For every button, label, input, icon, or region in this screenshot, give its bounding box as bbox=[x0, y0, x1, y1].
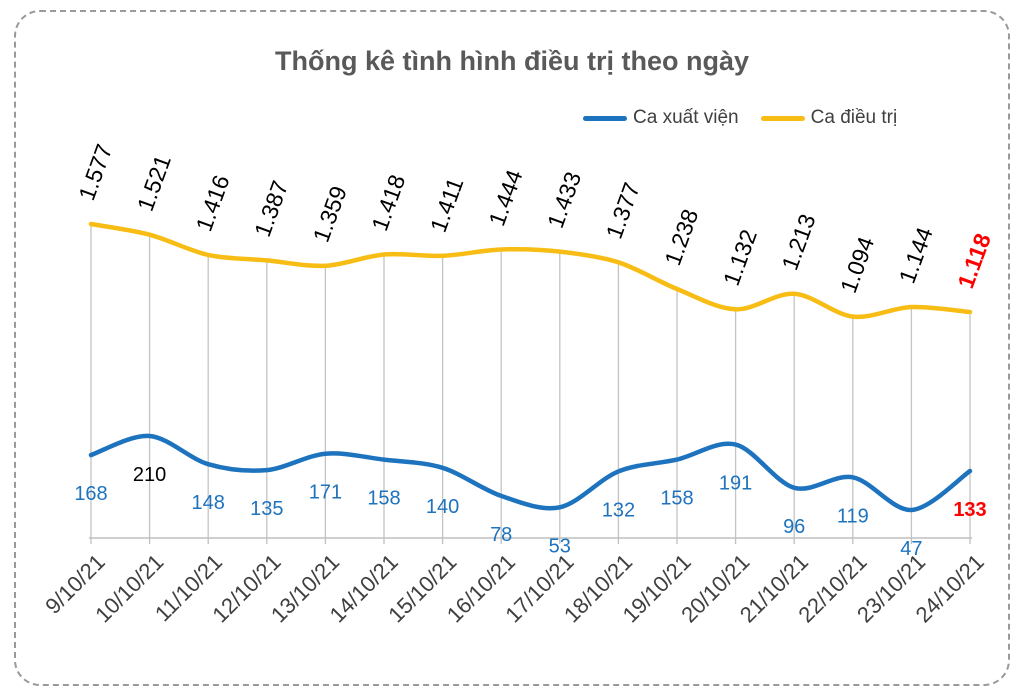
data-label-treatment: 1.387 bbox=[249, 177, 293, 240]
legend-item-treatment: Ca điều trị bbox=[760, 107, 898, 129]
data-label-discharged: 210 bbox=[133, 464, 166, 486]
data-label-discharged: 148 bbox=[192, 492, 225, 514]
legend-swatch-treatment bbox=[760, 115, 805, 121]
data-label-treatment: 1.118 bbox=[952, 230, 996, 292]
data-label-discharged: 135 bbox=[250, 498, 283, 520]
data-label-treatment: 1.433 bbox=[542, 168, 586, 231]
chart-frame bbox=[14, 10, 1010, 686]
legend-swatch-discharged bbox=[583, 115, 627, 121]
legend-item-discharged: Ca xuất viện bbox=[583, 107, 739, 129]
data-label-treatment: 1.577 bbox=[73, 141, 117, 204]
data-label-treatment: 1.144 bbox=[894, 224, 938, 287]
legend-label-treatment: Ca điều trị bbox=[810, 107, 898, 128]
data-label-discharged: 132 bbox=[602, 499, 635, 521]
data-label-discharged: 53 bbox=[549, 535, 571, 557]
data-label-discharged: 133 bbox=[953, 499, 986, 521]
data-label-treatment: 1.132 bbox=[718, 226, 762, 289]
legend-label-discharged: Ca xuất viện bbox=[633, 107, 739, 128]
data-label-treatment: 1.418 bbox=[366, 171, 410, 234]
legend: Ca xuất viện Ca điều trị bbox=[583, 104, 919, 132]
data-label-treatment: 1.377 bbox=[601, 179, 645, 242]
chart-title: Thống kê tình hình điều trị theo ngày bbox=[275, 46, 749, 76]
data-label-discharged: 191 bbox=[719, 473, 752, 495]
data-label-treatment: 1.213 bbox=[776, 211, 820, 274]
data-label-treatment: 1.094 bbox=[835, 233, 879, 296]
data-label-treatment: 1.416 bbox=[190, 172, 234, 235]
data-label-discharged: 168 bbox=[74, 483, 107, 505]
data-label-discharged: 47 bbox=[900, 538, 922, 560]
data-label-discharged: 96 bbox=[783, 516, 805, 538]
data-label-discharged: 140 bbox=[426, 496, 459, 518]
data-label-treatment: 1.521 bbox=[132, 151, 176, 214]
data-label-discharged: 158 bbox=[660, 488, 693, 510]
data-label-treatment: 1.444 bbox=[483, 166, 527, 229]
data-label-treatment: 1.359 bbox=[308, 183, 352, 246]
data-label-treatment: 1.238 bbox=[659, 206, 703, 269]
data-label-discharged: 158 bbox=[367, 488, 400, 510]
data-label-discharged: 171 bbox=[309, 482, 342, 504]
data-label-discharged: 119 bbox=[837, 505, 869, 527]
series-line-treatment bbox=[88, 221, 973, 320]
series-line-discharged bbox=[88, 433, 973, 513]
data-label-treatment: 1.411 bbox=[425, 174, 469, 235]
data-label-discharged: 78 bbox=[490, 524, 512, 546]
